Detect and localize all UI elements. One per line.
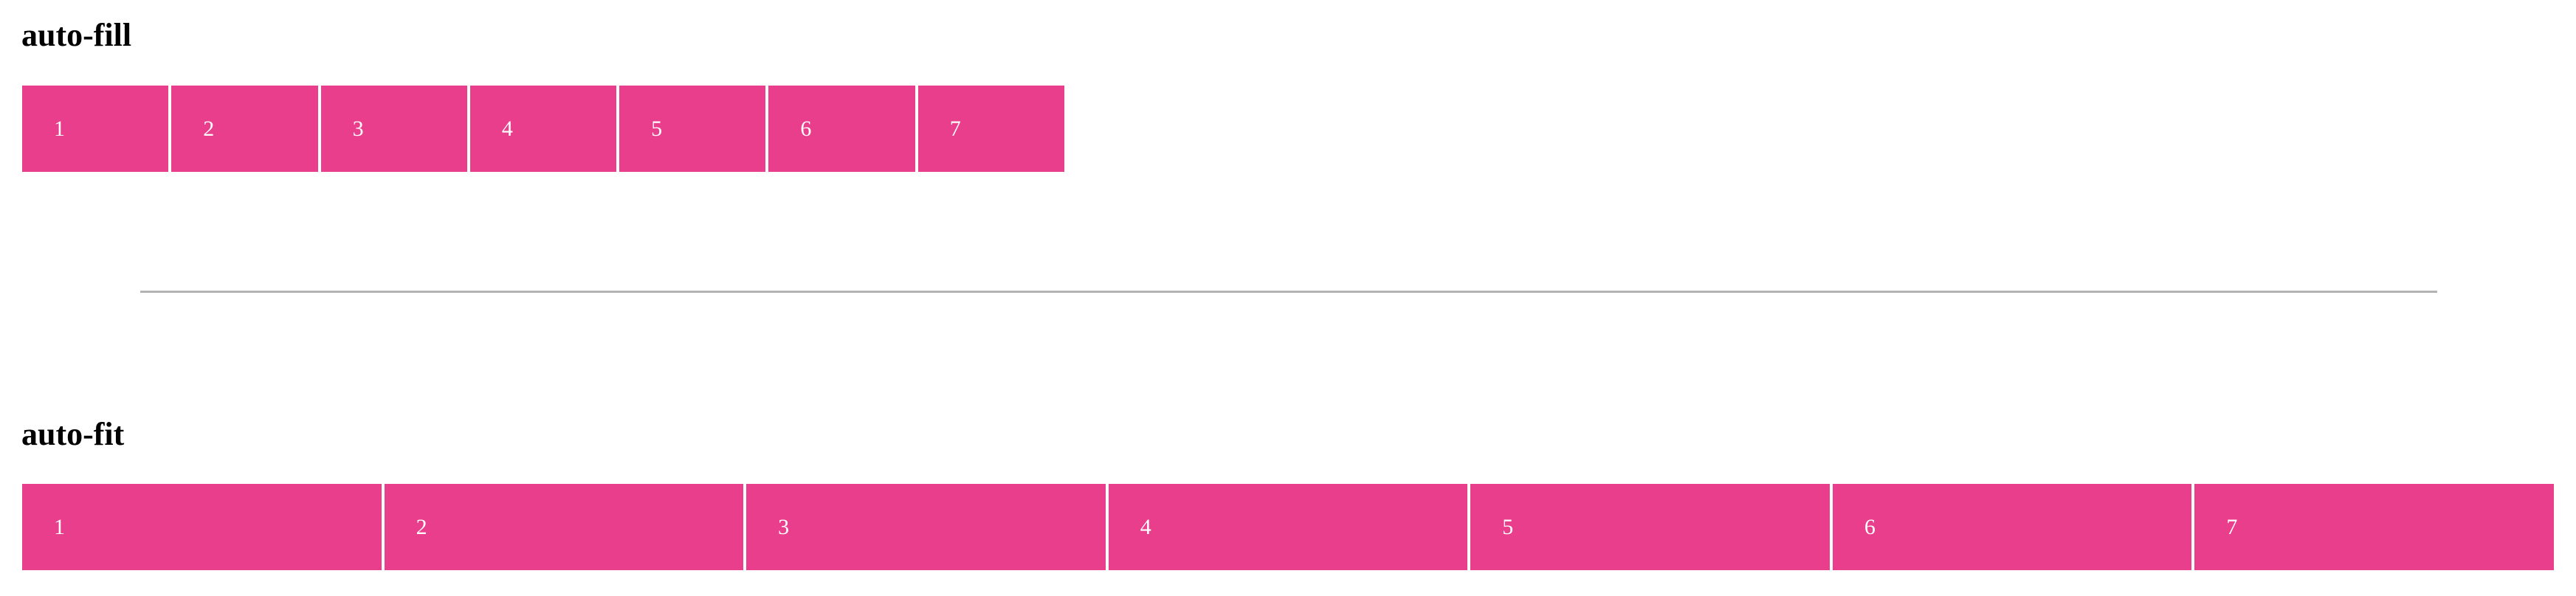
grid-item: 7: [917, 86, 1064, 172]
grid-item: 3: [746, 484, 1106, 570]
grid-item: 5: [619, 86, 766, 172]
auto-fill-heading: auto-fill: [21, 17, 132, 53]
auto-fit-heading: auto-fit: [21, 416, 125, 452]
grid-item: 4: [469, 86, 617, 172]
grid-item: 1: [22, 484, 382, 570]
auto-fill-grid: 1 2 3 4 5 6 7: [22, 86, 1064, 172]
grid-item: 5: [1470, 484, 1830, 570]
grid-item: 4: [1108, 484, 1468, 570]
auto-fit-grid: 1 2 3 4 5 6 7: [22, 484, 2554, 570]
section-divider: [140, 291, 2437, 293]
grid-item: 2: [384, 484, 744, 570]
grid-item: 1: [22, 86, 169, 172]
grid-item: 7: [2194, 484, 2554, 570]
grid-item: 6: [1832, 484, 2192, 570]
grid-item: 2: [171, 86, 318, 172]
grid-item: 6: [768, 86, 915, 172]
grid-item: 3: [320, 86, 467, 172]
